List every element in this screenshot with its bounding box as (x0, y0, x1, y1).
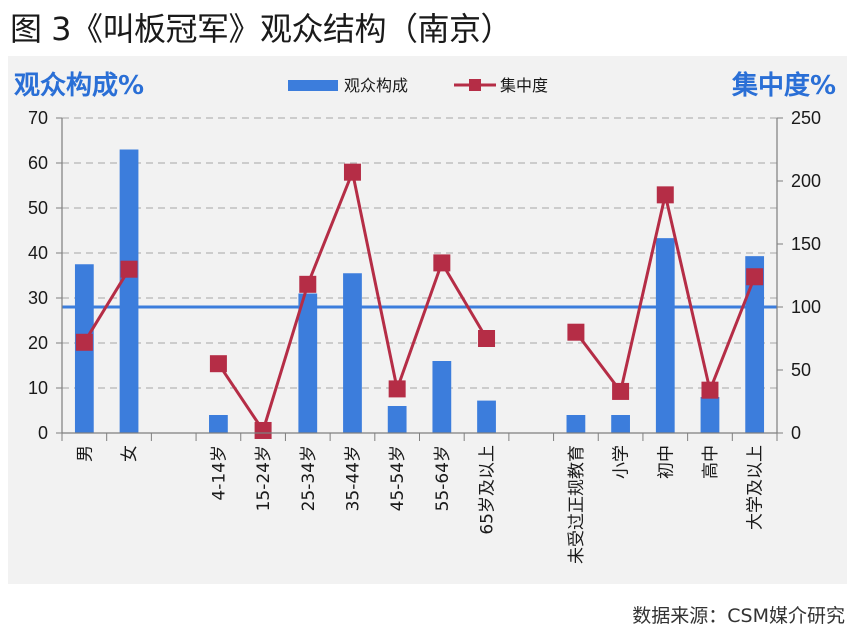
right-tick-label: 250 (791, 108, 821, 128)
category-label: 小学 (612, 445, 632, 479)
bar (745, 256, 765, 433)
legend-line-label: 集中度 (500, 76, 548, 95)
right-tick-label: 200 (791, 171, 821, 191)
axes (56, 117, 783, 441)
legend: 观众构成 集中度 (288, 76, 548, 95)
left-tick-label: 50 (28, 198, 48, 218)
chart-panel: 观众构成% 集中度% 观众构成 集中度 0 10 20 30 40 50 60 70 0 50 10… (8, 56, 847, 584)
left-tick-label: 70 (28, 108, 48, 128)
bar (432, 361, 452, 433)
line-marker (209, 355, 227, 373)
line-marker (299, 275, 317, 293)
left-tick-label: 0 (38, 423, 48, 443)
line-marker (388, 380, 406, 398)
figure-title: 图 3《叫板冠军》观众结构（南京） (10, 10, 513, 48)
line-marker (656, 186, 674, 204)
line-marker (478, 330, 496, 347)
right-tick-label: 50 (791, 360, 811, 380)
legend-line-marker (469, 79, 481, 91)
left-tick-label: 40 (28, 243, 48, 263)
left-tick-label: 20 (28, 333, 48, 353)
category-label: 65岁及以上 (478, 445, 498, 535)
bar-series (74, 149, 765, 433)
right-axis-label: 集中度% (731, 70, 836, 101)
bar (209, 415, 228, 433)
line-marker (701, 381, 719, 399)
line-marker (75, 333, 93, 351)
bar (477, 400, 496, 433)
left-tick-label: 10 (28, 378, 48, 398)
category-label: 大学及以上 (746, 445, 766, 530)
line-marker (433, 254, 451, 272)
axis-labels: 0 10 20 30 40 50 60 70 0 50 100 150 200 250 男 女 4-14岁 15-… (28, 108, 821, 564)
right-tick-label: 100 (791, 297, 821, 317)
legend-bar-label: 观众构成 (344, 76, 408, 95)
source-note: 数据来源：CSM媒介研究 (632, 605, 845, 627)
category-label: 45-54岁 (388, 445, 408, 511)
legend-bar-swatch (288, 80, 338, 91)
line-marker (343, 163, 361, 181)
bar (611, 415, 630, 433)
bar (387, 406, 407, 433)
category-label: 55-64岁 (433, 445, 453, 511)
line-marker (612, 382, 630, 400)
left-axis-label: 观众构成% (14, 71, 144, 101)
bar (343, 273, 362, 433)
category-label: 未受过正规教育 (567, 445, 587, 564)
category-label: 男 (75, 445, 95, 462)
bar (119, 149, 139, 433)
line-marker (254, 421, 272, 439)
category-label: 女 (120, 445, 140, 462)
category-label: 初中 (656, 445, 676, 479)
category-label: 25-34岁 (299, 445, 319, 511)
line-marker (120, 260, 138, 278)
left-tick-label: 60 (28, 153, 48, 173)
bar (298, 293, 318, 433)
line-segment (83, 268, 131, 344)
dual-axis-chart: 观众构成% 集中度% 观众构成 集中度 0 10 20 30 40 50 60 70 0 50 10… (14, 70, 836, 564)
category-label: 高中 (701, 445, 721, 479)
bar (566, 415, 586, 433)
bar (655, 238, 675, 433)
bar (700, 397, 720, 433)
line-series (75, 163, 764, 439)
category-label: 35-44岁 (343, 445, 363, 511)
left-tick-label: 30 (28, 288, 48, 308)
line-marker (746, 268, 764, 286)
category-label: 4-14岁 (209, 445, 229, 501)
right-tick-label: 150 (791, 234, 821, 254)
right-tick-label: 0 (791, 423, 801, 443)
category-label: 15-24岁 (254, 445, 274, 511)
line-marker (567, 323, 585, 341)
